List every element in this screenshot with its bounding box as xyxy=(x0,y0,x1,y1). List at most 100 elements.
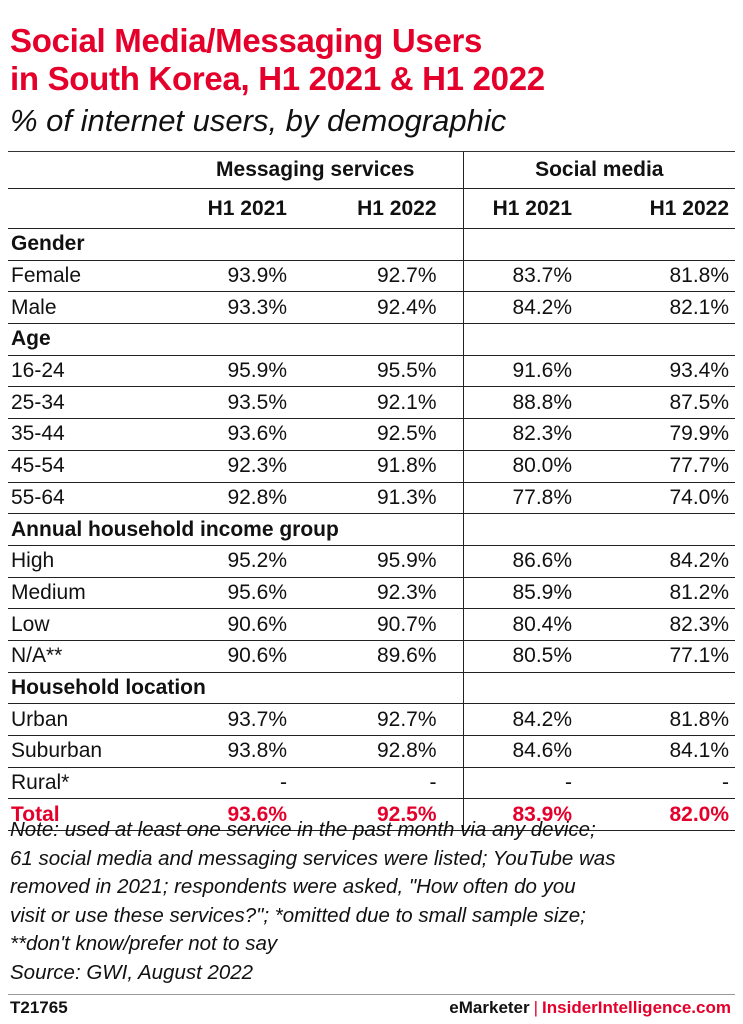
value-cell: 87.5% xyxy=(598,386,736,420)
table-row: Rural* - - - - xyxy=(8,767,736,800)
data-table: Messaging services Social media H1 2021 … xyxy=(8,152,736,832)
row-label: Male xyxy=(8,291,168,325)
chart-subtitle: % of internet users, by demographic xyxy=(10,103,507,138)
value-cell xyxy=(463,323,599,356)
value-cell: 81.8% xyxy=(598,260,736,293)
section-row: Age xyxy=(8,323,736,356)
value-cell: 80.5% xyxy=(463,640,599,673)
value-cell: 93.3% xyxy=(168,291,313,325)
value-cell: 95.5% xyxy=(313,355,464,388)
value-cell: 93.7% xyxy=(168,703,313,736)
table-row: 35-44 93.6% 92.5% 82.3% 79.9% xyxy=(8,418,736,451)
value-cell: 86.6% xyxy=(463,545,599,578)
bottom-rule xyxy=(8,994,735,995)
value-cell: 92.3% xyxy=(168,450,313,483)
brand-site: InsiderIntelligence.com xyxy=(542,998,731,1017)
row-label: High xyxy=(8,545,168,578)
value-cell: 90.6% xyxy=(168,608,313,641)
value-cell xyxy=(313,323,464,356)
year-header: H1 2021 xyxy=(168,188,313,229)
row-label: Total xyxy=(8,798,168,832)
value-cell: 81.2% xyxy=(598,577,736,610)
value-cell xyxy=(598,513,736,546)
value-cell xyxy=(313,513,464,546)
value-cell: - xyxy=(598,767,736,800)
row-label: Medium xyxy=(8,577,168,610)
value-cell xyxy=(598,672,736,705)
value-cell: 80.0% xyxy=(463,450,599,483)
note-line: **don't know/prefer not to say xyxy=(10,932,278,955)
row-label: N/A** xyxy=(8,640,168,673)
value-cell: 89.6% xyxy=(313,640,464,673)
table-row: Male 93.3% 92.4% 84.2% 82.1% xyxy=(8,291,736,325)
value-cell xyxy=(463,672,599,705)
value-cell: 85.9% xyxy=(463,577,599,610)
value-cell xyxy=(463,228,599,261)
table-row: Medium 95.6% 92.3% 85.9% 81.2% xyxy=(8,577,736,610)
chart-id: T21765 xyxy=(10,998,68,1017)
note-line: removed in 2021; respondents were asked,… xyxy=(10,875,576,898)
value-cell: 90.7% xyxy=(313,608,464,641)
value-cell: 92.5% xyxy=(313,798,464,832)
value-cell: 84.6% xyxy=(463,735,599,768)
corner-cell xyxy=(8,188,168,229)
title-line-1: Social Media/Messaging Users xyxy=(10,22,483,59)
value-cell xyxy=(168,228,313,261)
value-cell: 74.0% xyxy=(598,482,736,515)
value-cell: 82.3% xyxy=(463,418,599,451)
total-row: Total 93.6% 92.5% 83.9% 82.0% xyxy=(8,798,736,832)
value-cell: 93.6% xyxy=(168,798,313,832)
year-header: H1 2022 xyxy=(598,188,736,229)
note-line: Note: used at least one service in the p… xyxy=(10,818,596,841)
value-cell: 77.7% xyxy=(598,450,736,483)
value-cell: 84.1% xyxy=(598,735,736,768)
value-cell: 77.1% xyxy=(598,640,736,673)
value-cell xyxy=(313,672,464,705)
row-label: Female xyxy=(8,260,168,293)
value-cell: 95.9% xyxy=(168,355,313,388)
value-cell: 93.9% xyxy=(168,260,313,293)
row-label: 16-24 xyxy=(8,355,168,388)
section-row: Gender xyxy=(8,228,736,261)
row-label: Urban xyxy=(8,703,168,736)
table-row: Urban 93.7% 92.7% 84.2% 81.8% xyxy=(8,703,736,736)
value-cell: 90.6% xyxy=(168,640,313,673)
note-line: visit or use these services?"; *omitted … xyxy=(10,903,586,927)
value-cell: 95.6% xyxy=(168,577,313,610)
value-cell xyxy=(168,672,313,705)
value-cell: 91.3% xyxy=(313,482,464,515)
row-label: 45-54 xyxy=(8,450,168,483)
table-row: Female 93.9% 92.7% 83.7% 81.8% xyxy=(8,260,736,293)
section-label: Annual household income group xyxy=(8,513,339,546)
value-cell: 84.2% xyxy=(463,703,599,736)
value-cell: 88.8% xyxy=(463,386,599,420)
value-cell: 77.8% xyxy=(463,482,599,515)
value-cell: 83.9% xyxy=(463,798,599,832)
section-label: Household location xyxy=(8,672,206,705)
title-line-2: in South Korea, H1 2021 & H1 2022 xyxy=(10,60,545,97)
value-cell: 95.9% xyxy=(313,545,464,578)
value-cell xyxy=(598,228,736,261)
table-row: 25-34 93.5% 92.1% 88.8% 87.5% xyxy=(8,386,736,420)
value-cell: 92.7% xyxy=(313,703,464,736)
value-cell: - xyxy=(463,767,599,800)
brand-separator: | xyxy=(533,998,539,1017)
chart-title: Social Media/Messaging Users in South Ko… xyxy=(10,22,730,98)
row-label: Low xyxy=(8,608,168,641)
corner-cell xyxy=(8,152,168,189)
value-cell: 91.8% xyxy=(313,450,464,483)
value-cell: 93.8% xyxy=(168,735,313,768)
value-cell: 92.5% xyxy=(313,418,464,451)
column-group-row: Messaging services Social media xyxy=(8,152,736,189)
table-row: 45-54 92.3% 91.8% 80.0% 77.7% xyxy=(8,450,736,483)
section-label: Gender xyxy=(8,228,168,261)
value-cell: 80.4% xyxy=(463,608,599,641)
value-cell: 95.2% xyxy=(168,545,313,578)
value-cell: 83.7% xyxy=(463,260,599,293)
row-label: 55-64 xyxy=(8,482,168,515)
value-cell: - xyxy=(168,767,313,800)
source-line: Source: GWI, August 2022 xyxy=(10,960,254,984)
brand-emarketer: eMarketer xyxy=(449,998,530,1017)
value-cell: 92.7% xyxy=(313,260,464,293)
table-row: N/A** 90.6% 89.6% 80.5% 77.1% xyxy=(8,640,736,673)
